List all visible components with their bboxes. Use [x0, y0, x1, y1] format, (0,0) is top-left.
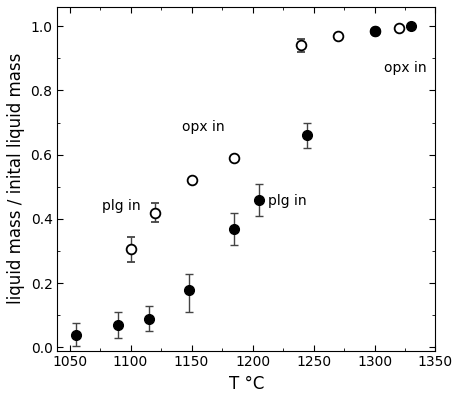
Text: plg in: plg in [268, 194, 306, 208]
Text: opx in: opx in [383, 61, 426, 75]
Text: plg in: plg in [101, 199, 140, 213]
X-axis label: T °C: T °C [228, 375, 263, 393]
Text: opx in: opx in [181, 120, 224, 134]
Y-axis label: liquid mass / inital liquid mass: liquid mass / inital liquid mass [7, 53, 25, 304]
